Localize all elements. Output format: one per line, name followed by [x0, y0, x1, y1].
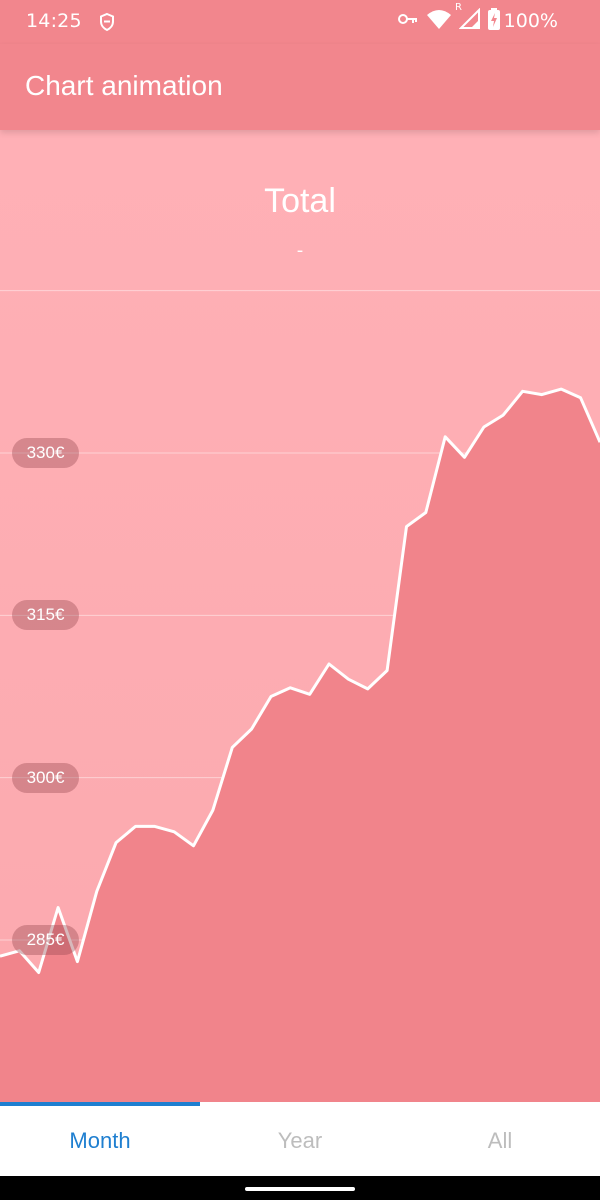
area-chart	[0, 290, 600, 1102]
navigation-bar	[0, 1176, 600, 1200]
key-icon	[397, 8, 419, 30]
y-tick-label: 315€	[12, 600, 79, 631]
y-tick-label: 285€	[12, 925, 79, 955]
shield-icon	[98, 12, 116, 32]
y-tick-label: 300€	[12, 762, 79, 793]
status-bar: 14:25	[0, 0, 600, 44]
tab-month[interactable]: Month	[69, 1128, 131, 1153]
shield-icon-svg	[100, 12, 114, 32]
signal-icon: R	[455, 2, 481, 30]
tab-indicator	[0, 1102, 200, 1106]
tab-all[interactable]: All	[487, 1128, 513, 1153]
total-value: -	[296, 240, 304, 261]
chart-container: Total - 285€ 300€ 315€ 330€	[0, 130, 600, 1102]
total-title: Total	[264, 182, 336, 220]
home-handle[interactable]	[245, 1187, 355, 1191]
battery-icon	[488, 8, 500, 30]
battery-percent: 100%	[503, 10, 558, 32]
app-bar: Chart animation	[0, 44, 600, 130]
tab-year[interactable]: Year	[277, 1128, 323, 1153]
y-tick-label: 330€	[12, 438, 79, 468]
status-right-icons: R	[397, 2, 500, 30]
signal-badge: R	[455, 2, 462, 13]
signal-icon-svg	[459, 8, 480, 29]
key-icon-svg	[398, 14, 417, 24]
status-time: 14:25	[26, 10, 82, 32]
tab-bar: Month Year All	[0, 1102, 600, 1176]
app-title: Chart animation	[25, 70, 223, 101]
wifi-icon-svg	[427, 10, 451, 29]
wifi-icon	[426, 8, 452, 30]
chart-series-line	[0, 387, 600, 974]
chart-area-fill	[0, 389, 600, 1102]
battery-icon-svg	[488, 8, 500, 30]
